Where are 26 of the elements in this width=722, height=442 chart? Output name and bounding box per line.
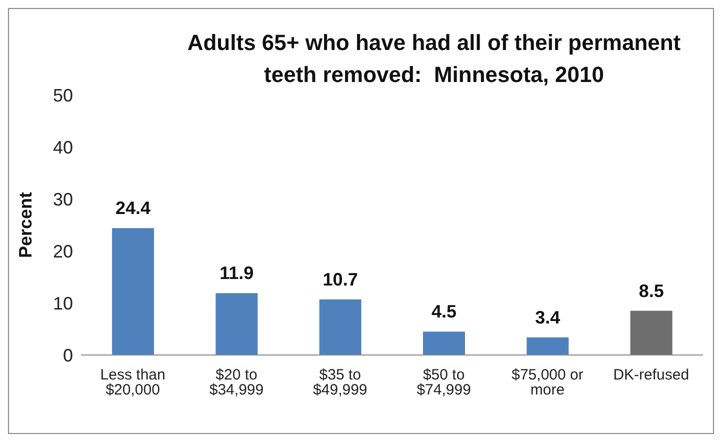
y-axis-title: Percent <box>15 192 36 258</box>
data-label: 11.9 <box>220 263 254 284</box>
x-tick-label: Less than $20,000 <box>100 366 166 399</box>
data-label: 10.7 <box>322 269 358 290</box>
data-label: 8.5 <box>638 280 664 301</box>
x-tick-label: $50 to $74,999 <box>416 366 471 399</box>
x-tick-label: DK-refused <box>613 366 690 384</box>
y-tick-label: 30 <box>52 189 73 210</box>
data-label: 4.5 <box>431 302 457 322</box>
chart-title: Adults 65+ who have had all of their permanent teeth removed: Minnesota, 2010 <box>186 29 682 89</box>
x-tick-label: $35 to $49,999 <box>313 366 368 399</box>
y-tick-label: 50 <box>52 85 73 106</box>
data-label: 24.4 <box>115 198 151 218</box>
data-label: 3.4 <box>535 307 560 328</box>
bar <box>112 228 154 355</box>
bar <box>319 299 362 355</box>
y-tick-label: 10 <box>52 293 73 314</box>
x-tick-label: $75,000 or more <box>512 366 584 399</box>
y-tick-label: 40 <box>52 137 73 158</box>
x-tick-label: $20 to $34,999 <box>209 366 264 399</box>
y-tick-label: 20 <box>52 241 73 262</box>
bar <box>630 310 672 355</box>
bar <box>216 293 258 355</box>
bar <box>526 337 569 355</box>
y-tick-label: 0 <box>62 345 73 366</box>
bar <box>423 332 465 355</box>
